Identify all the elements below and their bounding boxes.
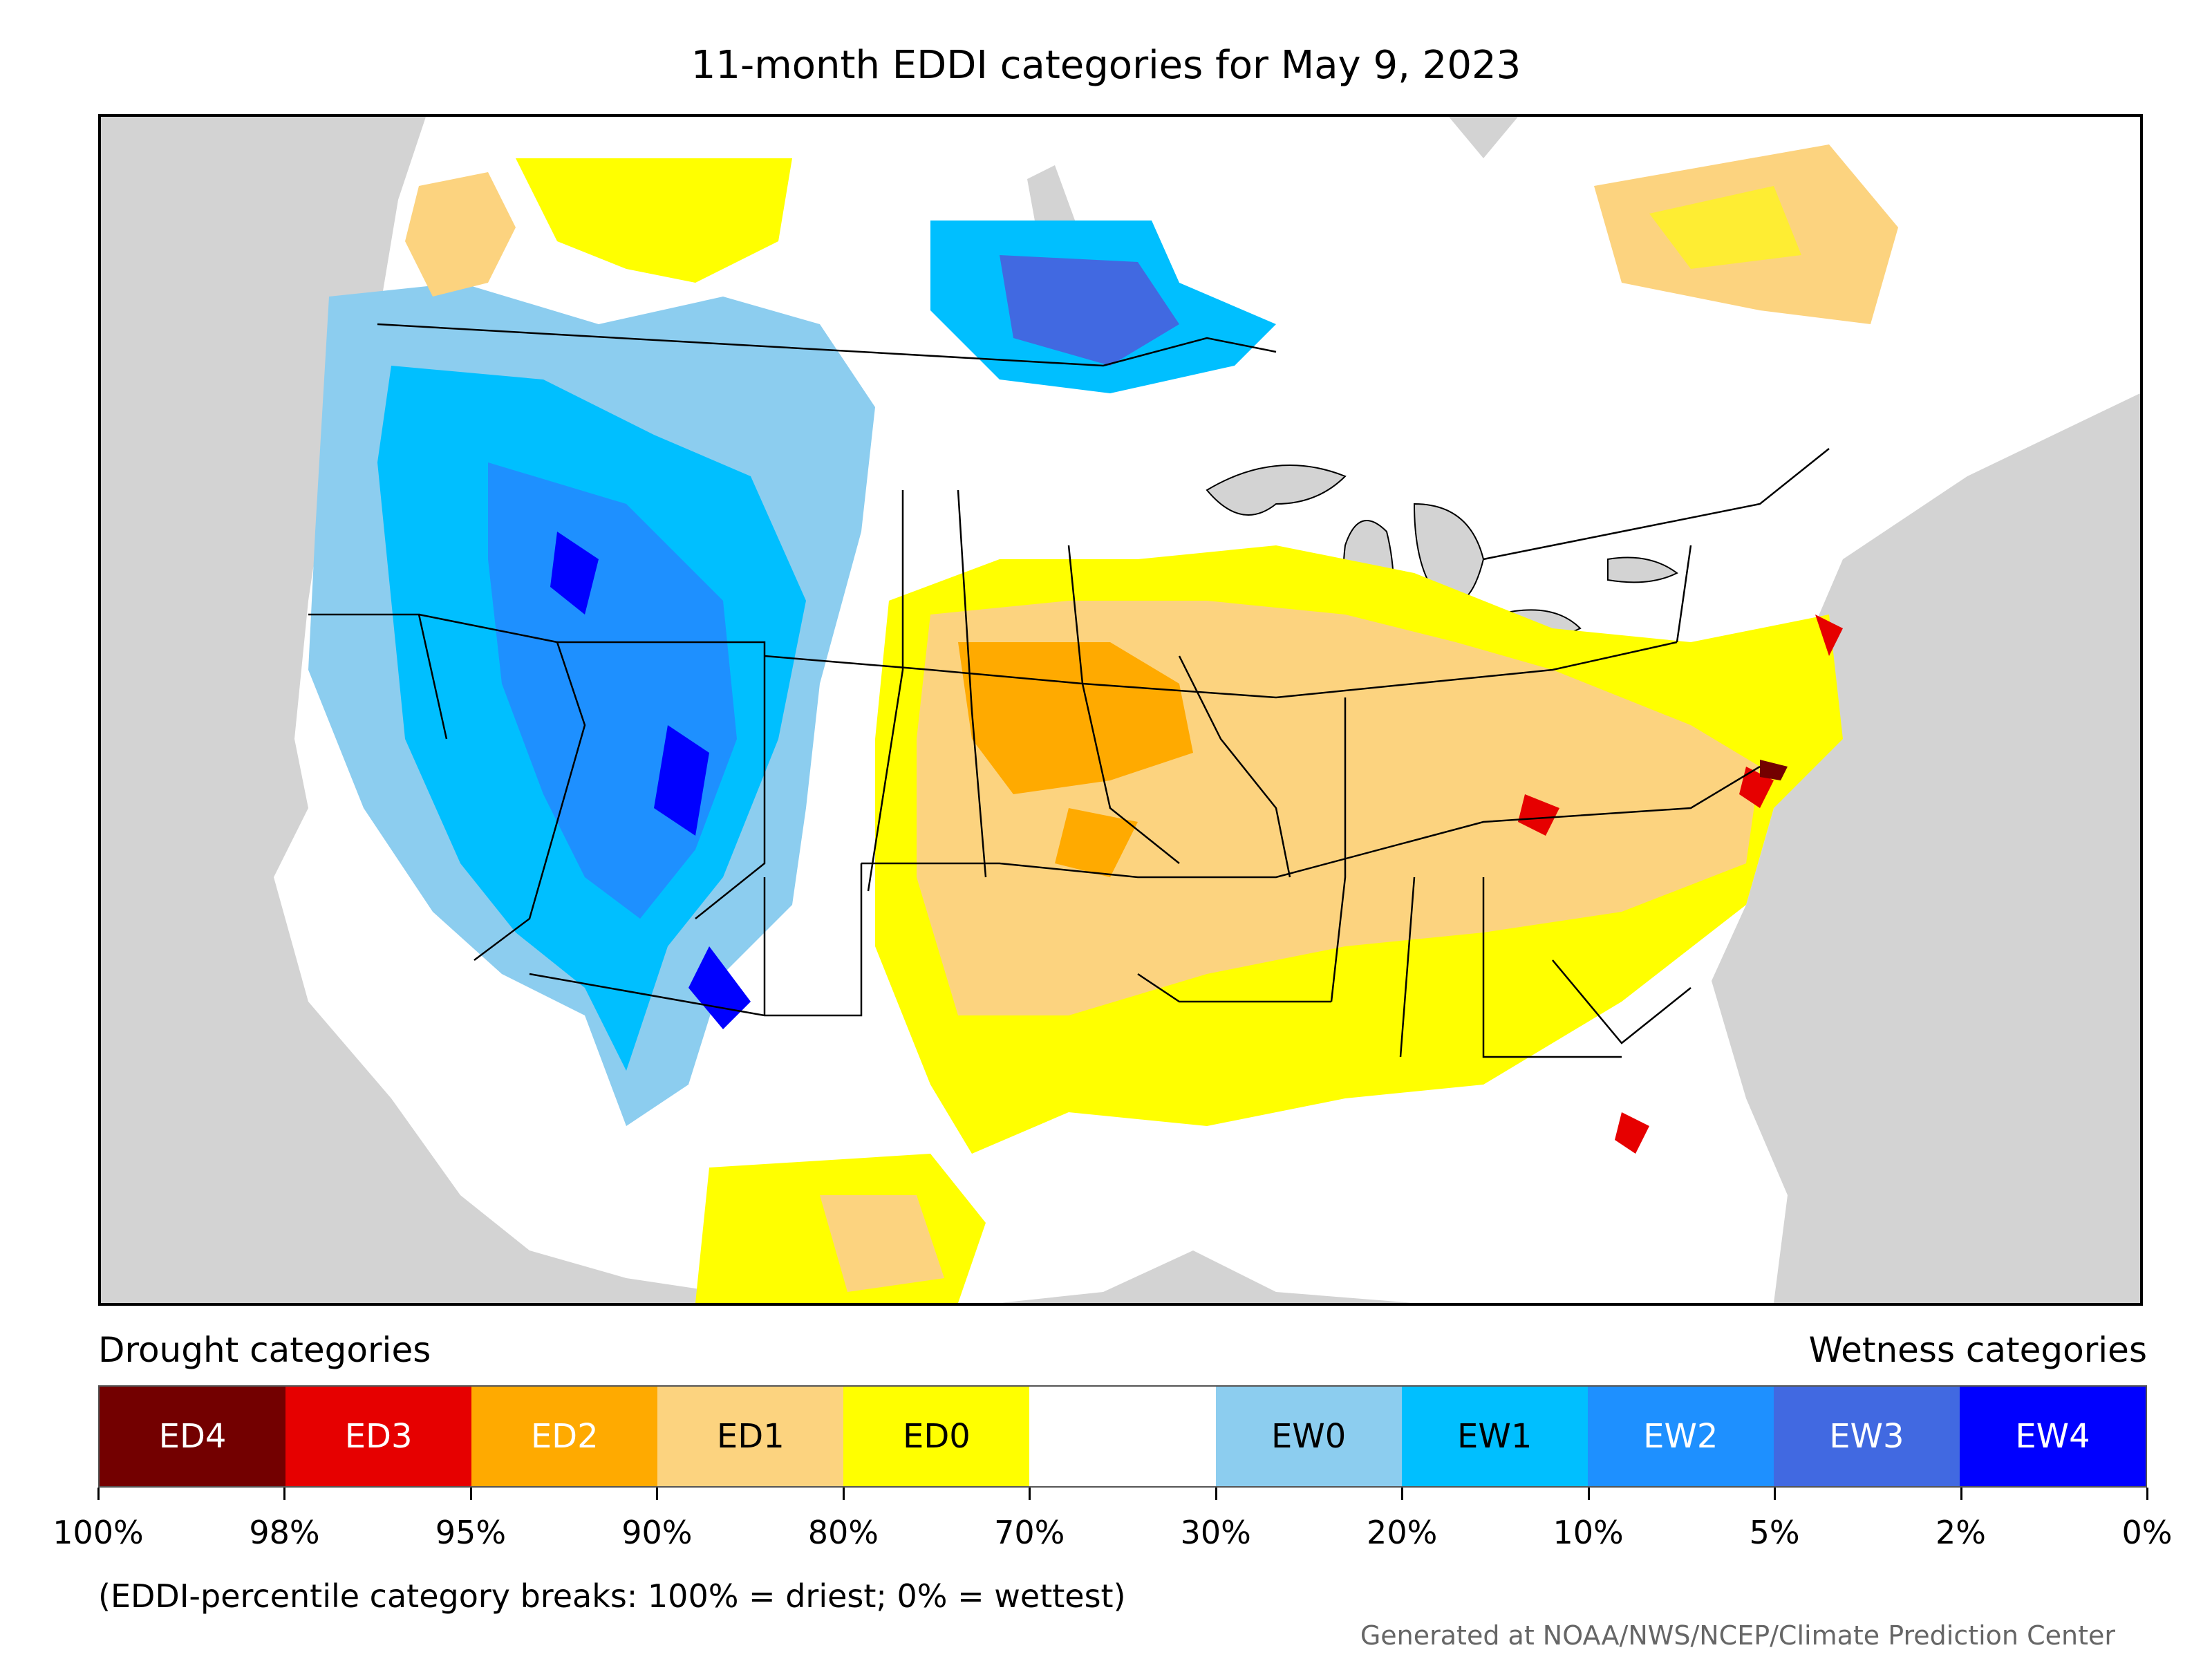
map-title: 11-month EDDI categories for May 9, 2023 <box>691 43 1521 88</box>
legend-box-ew0: EW0 <box>1215 1387 1402 1486</box>
colorbar-tick-label: 100% <box>53 1514 144 1551</box>
eddi-map <box>98 114 2143 1306</box>
colorbar-tick <box>1215 1488 1217 1500</box>
legend-box-ew4: EW4 <box>1959 1387 2146 1486</box>
colorbar-tick-label: 0% <box>2121 1514 2173 1551</box>
credit-line: Generated at NOAA/NWS/NCEP/Climate Predi… <box>1360 1620 2115 1651</box>
colorbar-tick-label: 70% <box>994 1514 1065 1551</box>
colorbar-tick-label: 30% <box>1180 1514 1251 1551</box>
colorbar-tick-label: 10% <box>1553 1514 1624 1551</box>
colorbar-tick <box>1960 1488 1962 1500</box>
colorbar-tick-label: 2% <box>1936 1514 1987 1551</box>
colorbar-tick <box>1587 1488 1590 1500</box>
colorbar-tick-label: 90% <box>621 1514 693 1551</box>
legend-box-ew3: EW3 <box>1773 1387 1960 1486</box>
colorbar-tick-label: 98% <box>249 1514 320 1551</box>
wetness-categories-title: Wetness categories <box>1808 1330 2147 1370</box>
colorbar-tick <box>97 1488 100 1500</box>
boundary-lines <box>308 323 1830 1058</box>
legend-box-neutral <box>1029 1387 1216 1486</box>
colorbar-tick <box>1029 1488 1031 1500</box>
colorbar-tick <box>656 1488 659 1500</box>
colorbar-tick <box>469 1488 472 1500</box>
colorbar-tick <box>2146 1488 2148 1500</box>
legend-box-ew2: EW2 <box>1587 1387 1774 1486</box>
colorbar-tick <box>1401 1488 1404 1500</box>
colorbar-tick-label: 20% <box>1367 1514 1438 1551</box>
colorbar-tick-label: 5% <box>1749 1514 1800 1551</box>
colorbar-tick <box>1774 1488 1777 1500</box>
legend-box-ed2: ED2 <box>471 1387 658 1486</box>
category-breaks-note: (EDDI-percentile category breaks: 100% =… <box>98 1577 1126 1615</box>
great-lakes <box>1206 465 1347 516</box>
legend-box-ed3: ED3 <box>285 1387 472 1486</box>
colorbar-tick-label: 80% <box>807 1514 879 1551</box>
legend-box-ed4: ED4 <box>100 1387 286 1486</box>
drought-categories-title: Drought categories <box>98 1330 431 1370</box>
legend-box-ed0: ED0 <box>843 1387 1030 1486</box>
colorbar-tick <box>842 1488 845 1500</box>
colorbar-ticks <box>97 1488 2148 1501</box>
legend-box-ed1: ED1 <box>657 1387 844 1486</box>
legend-box-ew1: EW1 <box>1401 1387 1588 1486</box>
colorbar-tick <box>283 1488 286 1500</box>
category-colorbar: ED4 ED3 ED2 ED1 ED0 EW0 EW1 EW2 EW3 EW4 <box>98 1385 2147 1488</box>
colorbar-tick-label: 95% <box>435 1514 507 1551</box>
